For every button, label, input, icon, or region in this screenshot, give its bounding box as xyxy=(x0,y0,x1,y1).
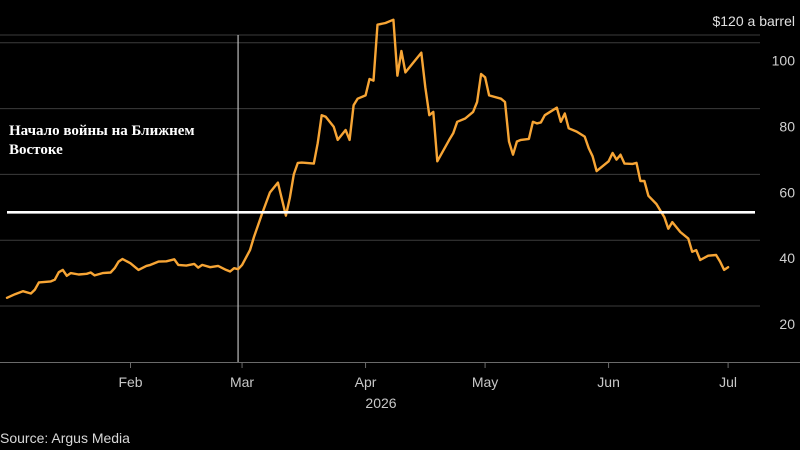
y-axis: 20 40 60 80 100 xyxy=(772,53,796,332)
y-tick-label-20: 20 xyxy=(779,316,795,332)
x-axis: Feb Mar Apr May Jun Jul xyxy=(118,362,737,390)
series-line-0 xyxy=(5,18,730,299)
x-tick-label-apr: Apr xyxy=(355,374,377,390)
y-tick-label-40: 40 xyxy=(779,250,795,266)
source-note: Source: Argus Media xyxy=(0,430,130,446)
event-marker: Начало войны на Ближнем Востоке xyxy=(9,35,239,362)
y-unit-label: $120 a barrel xyxy=(712,13,795,29)
y-tick-label-60: 60 xyxy=(779,184,795,200)
y-tick-label-100: 100 xyxy=(772,53,796,69)
grid xyxy=(0,34,800,363)
y-tick-label-80: 80 xyxy=(779,119,795,135)
x-tick-label-may: May xyxy=(472,374,498,390)
x-axis-year-label: 2026 xyxy=(365,395,396,411)
x-tick-label-jun: Jun xyxy=(597,374,620,390)
event-label-line-1: Начало войны на Ближнем xyxy=(9,123,195,139)
x-tick-label-jul: Jul xyxy=(719,374,737,390)
series xyxy=(5,18,730,299)
x-tick-label-mar: Mar xyxy=(230,374,254,390)
x-tick-label-feb: Feb xyxy=(118,374,142,390)
event-label-line-2: Востоке xyxy=(9,142,63,158)
